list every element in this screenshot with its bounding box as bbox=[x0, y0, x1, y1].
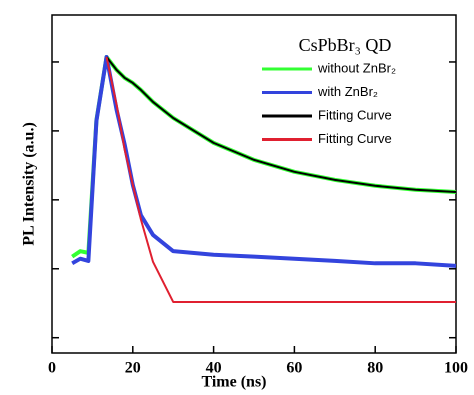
legend-label: without ZnBr₂ bbox=[317, 60, 396, 75]
x-tick-label: 0 bbox=[48, 360, 56, 377]
legend-label: Fitting Curve bbox=[318, 131, 392, 146]
data-line bbox=[71, 55, 457, 259]
data-line bbox=[71, 55, 457, 268]
data-line bbox=[105, 56, 456, 303]
data-line bbox=[105, 56, 457, 193]
plot-frame bbox=[51, 14, 457, 354]
x-tick-label: 20 bbox=[125, 360, 141, 377]
legend-label: Fitting Curve bbox=[318, 107, 392, 122]
x-tick-label: 80 bbox=[367, 360, 383, 377]
x-axis-label: Time (ns) bbox=[201, 374, 266, 391]
legend-title: CsPbBr₃ QD bbox=[299, 35, 392, 55]
x-tick-label: 60 bbox=[286, 360, 302, 377]
legend-label: with ZnBr₂ bbox=[317, 84, 378, 99]
x-tick-label: 100 bbox=[444, 360, 468, 377]
y-axis-label: PL Intensity (a.u.) bbox=[21, 122, 38, 246]
x-tick-label: 40 bbox=[206, 360, 222, 377]
